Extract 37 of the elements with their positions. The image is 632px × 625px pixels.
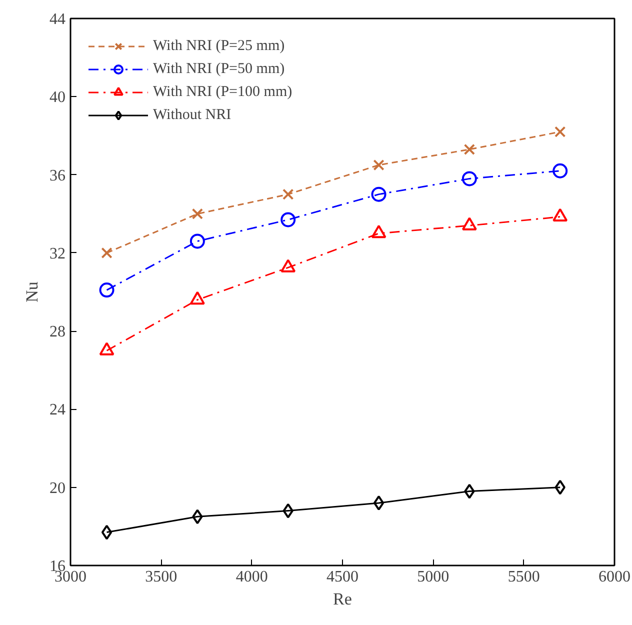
point [99, 282, 114, 298]
x-tick-label: 5500 [508, 568, 540, 586]
y-tick-label: 28 [50, 324, 66, 341]
legend-label: With NRI (P=50 mm) [153, 60, 285, 78]
point [192, 208, 204, 220]
x-axis-title: Re [333, 590, 352, 608]
y-axis-title: Nu [22, 281, 42, 302]
legend-label: Without NRI [153, 106, 232, 124]
x-tick-label: 5000 [417, 568, 450, 586]
y-tick-label: 36 [50, 167, 66, 184]
point [554, 480, 566, 495]
point [373, 159, 384, 171]
legend-label: With NRI (P=25 mm) [153, 38, 285, 54]
y-tick-label: 32 [50, 245, 66, 262]
point [192, 509, 203, 524]
y-tick-label: 24 [50, 402, 66, 419]
point [464, 144, 476, 155]
y-tick-label: 44 [50, 11, 66, 28]
point [280, 212, 296, 228]
legend-label: With NRI (P=100 mm) [153, 84, 292, 100]
point [371, 186, 386, 202]
point [101, 524, 112, 540]
point [373, 495, 384, 510]
y-tick-label: 20 [50, 480, 66, 497]
x-tick-label: 6000 [598, 568, 630, 586]
point [464, 484, 475, 499]
point [554, 126, 566, 138]
point [462, 171, 477, 186]
point [190, 234, 205, 249]
y-tick-label: 40 [50, 89, 66, 106]
point [552, 163, 568, 178]
x-tick-label: 4000 [236, 568, 268, 586]
x-tick-label: 3500 [145, 568, 178, 586]
x-tick-label: 4500 [326, 568, 358, 586]
point [101, 247, 112, 259]
point [282, 188, 294, 200]
point [282, 503, 294, 518]
